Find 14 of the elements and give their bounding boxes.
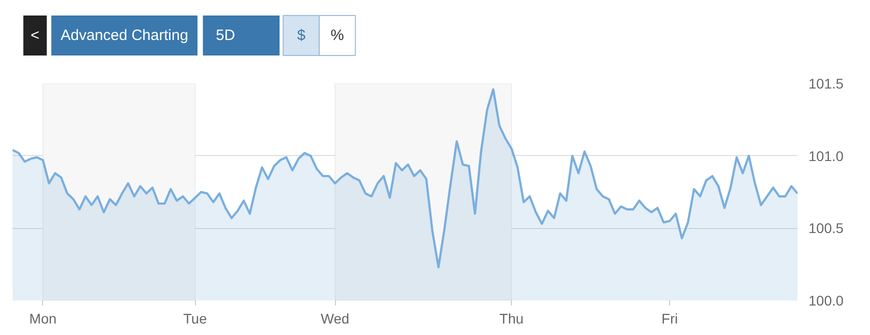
x-tick-label: Thu [499, 310, 524, 326]
y-tick-label: 101.5 [808, 76, 844, 92]
x-tick-label: Fri [662, 310, 678, 326]
x-tick-label: Wed [320, 310, 350, 326]
text: % [330, 27, 344, 44]
text: 5D [216, 27, 236, 44]
text: < [30, 27, 40, 44]
y-tick-label: 100.0 [808, 292, 844, 308]
text: $ [297, 27, 306, 44]
text: Advanced Charting [60, 27, 188, 44]
x-tick-label: Tue [183, 310, 208, 326]
y-tick-label: 100.5 [808, 220, 844, 236]
y-tick-label: 101.0 [808, 148, 844, 164]
x-tick-label: Mon [29, 310, 57, 326]
